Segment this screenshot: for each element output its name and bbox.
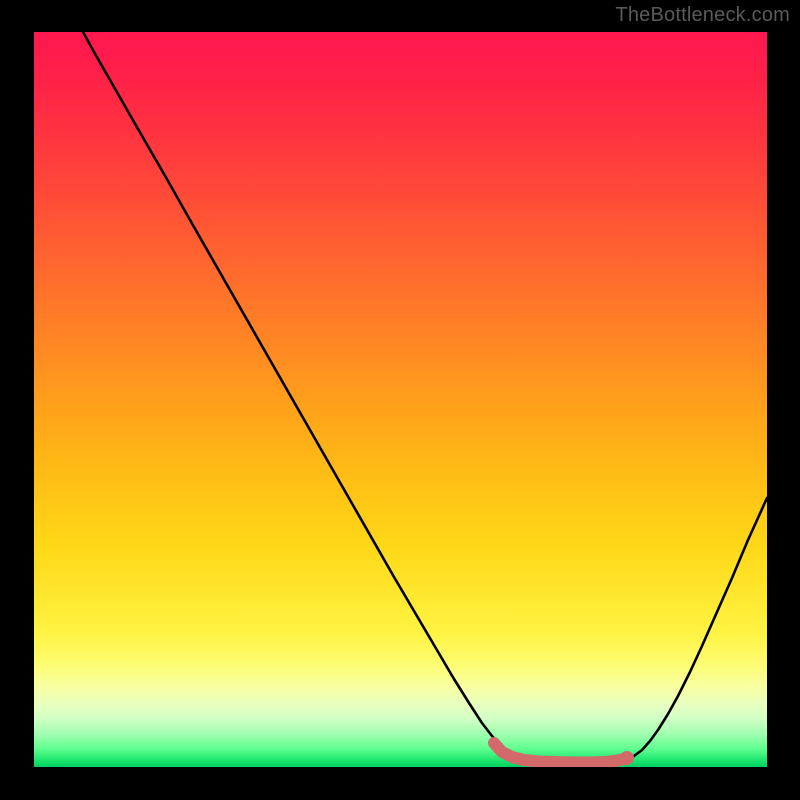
chart-background: [34, 32, 767, 767]
attribution-text: TheBottleneck.com: [615, 4, 790, 27]
bottleneck-chart: [34, 32, 767, 767]
optimal-point-dot: [620, 751, 634, 765]
chart-canvas: TheBottleneck.com: [0, 0, 800, 800]
